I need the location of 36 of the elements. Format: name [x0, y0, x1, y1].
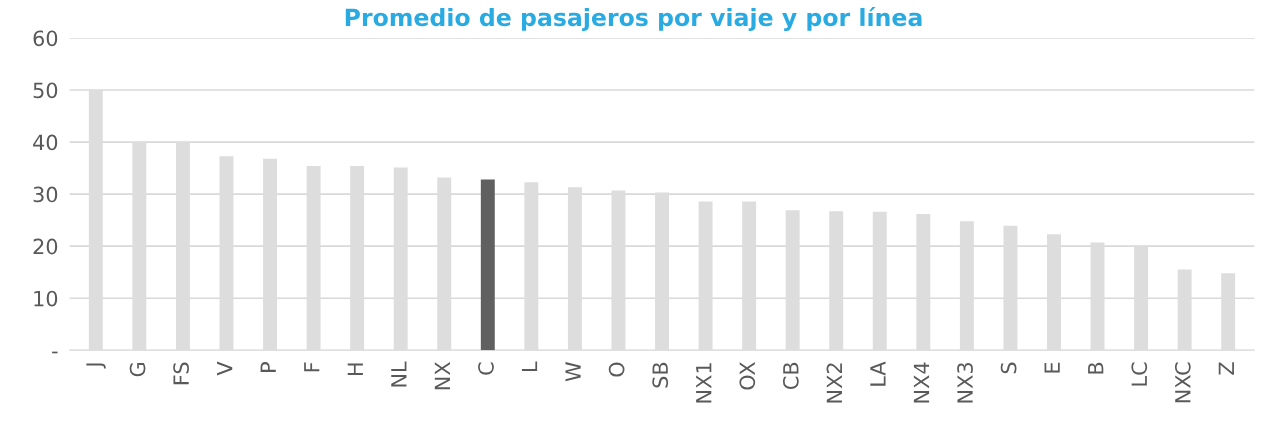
chart-title: Promedio de pasajeros por viaje y por línea — [345, 7, 922, 31]
x-tick-label: J — [86, 363, 106, 369]
x-tick-label: NX2 — [826, 363, 842, 403]
x-tick-label: E — [1044, 362, 1060, 373]
x-tick-label: Z — [1218, 362, 1234, 375]
x-tick-label: S — [1000, 362, 1017, 374]
x-tick-label: NX — [434, 362, 450, 390]
x-tick-label: C — [478, 362, 494, 375]
x-tick-label: NX4 — [913, 362, 930, 403]
x-tick-label: NXC — [1174, 362, 1191, 403]
y-tick-label: 30 — [33, 186, 58, 203]
x-tick-label: FS — [173, 362, 189, 385]
x-tick-label: H — [347, 363, 363, 375]
x-tick-label: P — [260, 362, 276, 372]
x-tick-label: W — [565, 362, 581, 382]
y-tick-label: 10 — [34, 290, 58, 307]
x-tick-label: NX3 — [957, 363, 973, 403]
y-tick-label: - — [52, 351, 58, 354]
y-tick-label: 60 — [33, 30, 58, 47]
x-tick-label: SB — [652, 362, 669, 388]
x-tick-label: LA — [870, 361, 886, 386]
x-tick-label: G — [129, 363, 146, 377]
x-tick-label: LC — [1131, 362, 1148, 386]
x-tick-label: OX — [739, 362, 756, 390]
x-tick-label: L — [521, 361, 538, 371]
x-tick-label: V — [217, 361, 233, 376]
x-tick-label: B — [1088, 362, 1104, 374]
bar — [480, 179, 495, 351]
x-tick-label: CB — [782, 362, 799, 390]
x-tick-label: NX1 — [696, 363, 712, 403]
y-tick-label: 40 — [33, 134, 58, 151]
y-tick-label: 50 — [33, 82, 58, 99]
x-tick-label: F — [304, 362, 320, 372]
y-tick-label: 20 — [33, 238, 58, 255]
x-tick-label: O — [608, 362, 625, 377]
x-tick-label: NL — [391, 361, 407, 387]
